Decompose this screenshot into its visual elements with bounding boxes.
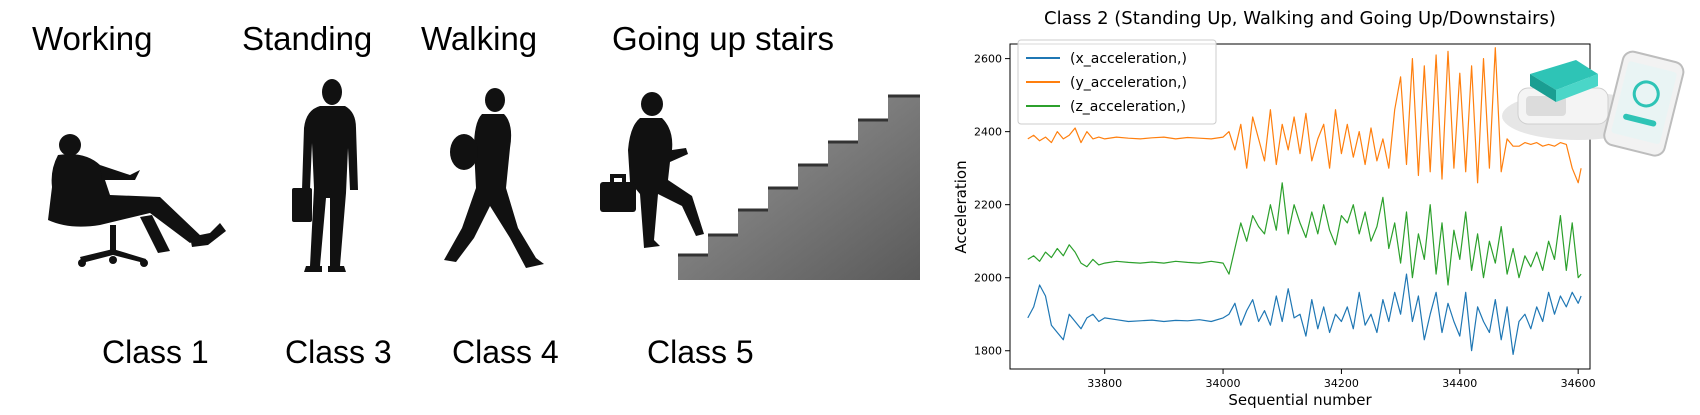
class-label-walking: Class 4 (452, 334, 559, 370)
activity-title-standing: Standing (242, 20, 373, 57)
x-tick-label: 34400 (1442, 377, 1477, 390)
chart-title: Class 2 (Standing Up, Walking and Going … (1044, 8, 1556, 29)
legend-label: (x_acceleration,) (1070, 51, 1187, 67)
person-standing-with-briefcase-icon (292, 79, 358, 272)
person-walking-with-bag-icon (444, 88, 544, 268)
class-label-standing: Class 3 (285, 334, 392, 370)
series-line-1 (1027, 273, 1582, 355)
series-line-3 (1027, 182, 1582, 286)
plot-area-frame (1009, 43, 1591, 370)
person-climbing-stairs-icon (600, 92, 920, 280)
y-tick-label: 2600 (974, 53, 1002, 66)
class-label-going-up-stairs: Class 5 (647, 334, 754, 370)
class-label-working: Class 1 (102, 334, 209, 370)
x-tick-label: 34200 (1324, 377, 1359, 390)
chart-legend: (x_acceleration,) (y_acceleration,) (z_acc… (1017, 39, 1217, 125)
y-axis-label: Acceleration (952, 160, 970, 253)
series-line-2 (1027, 47, 1582, 184)
x-tick-label: 34000 (1206, 377, 1241, 390)
y-tick-label: 2400 (974, 126, 1002, 139)
y-tick-label: 2000 (974, 272, 1002, 285)
x-axis-label: Sequential number (1228, 391, 1372, 409)
x-tick-label: 34600 (1561, 377, 1596, 390)
x-tick-label: 33800 (1087, 377, 1122, 390)
activity-title-working: Working (32, 20, 153, 57)
person-reclining-in-office-chair-icon (48, 134, 226, 267)
legend-label: (y_acceleration,) (1070, 75, 1187, 91)
legend-label: (z_acceleration,) (1070, 99, 1186, 115)
y-tick-label: 2200 (974, 199, 1002, 212)
activity-title-going-up-stairs: Going up stairs (612, 20, 834, 57)
activity-title-walking: Walking (421, 20, 538, 57)
y-tick-label: 1800 (974, 345, 1002, 358)
smartphone-icon (1603, 50, 1685, 157)
